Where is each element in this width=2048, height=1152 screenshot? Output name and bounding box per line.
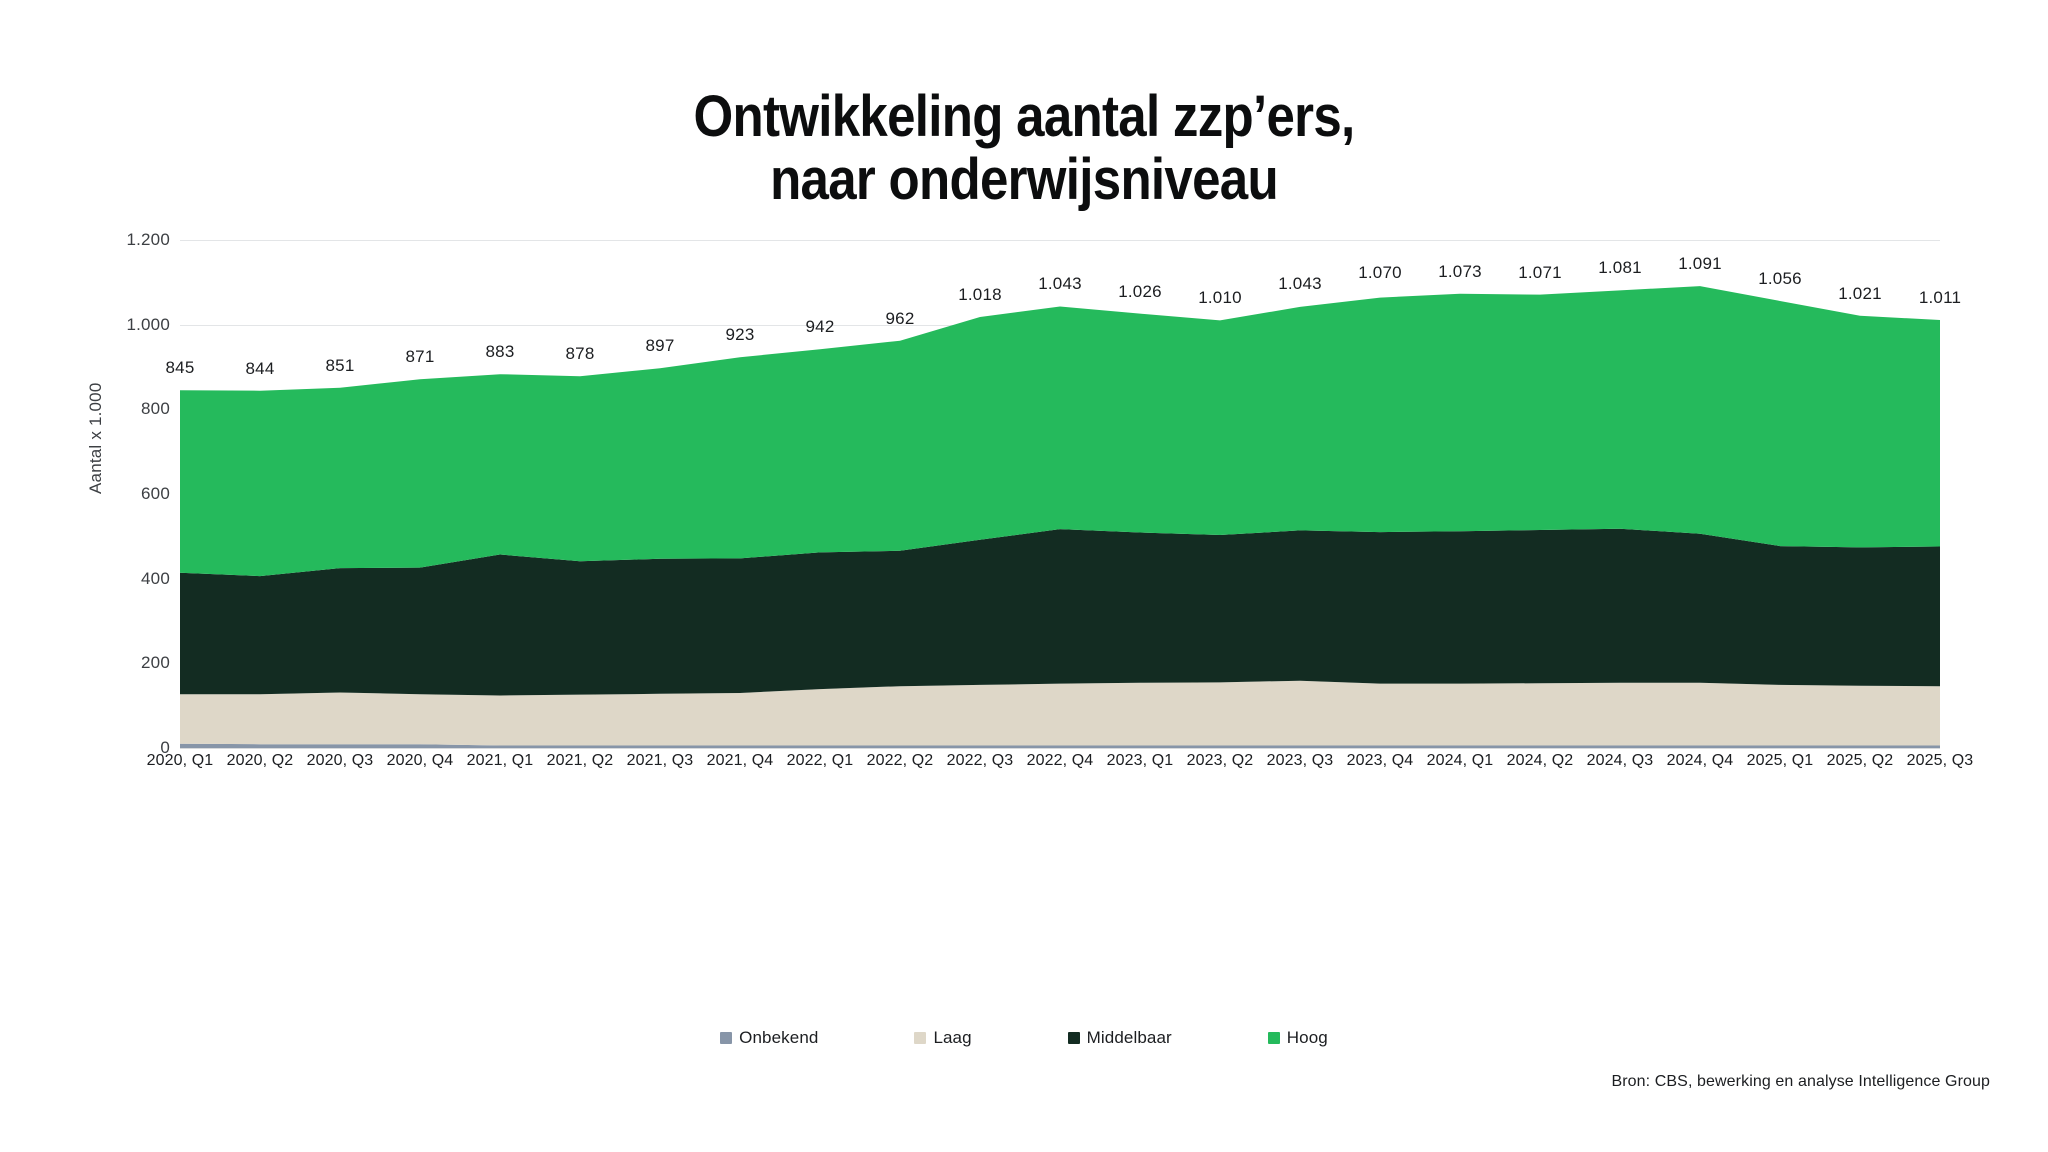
x-axis-tick: 2023, Q4 bbox=[1346, 752, 1414, 769]
legend-item-onbekend[interactable]: Onbekend bbox=[720, 1028, 818, 1048]
page-title: Ontwikkeling aantal zzp’ers, naar onderw… bbox=[123, 84, 1925, 212]
x-axis-tick: 2024, Q4 bbox=[1666, 752, 1734, 769]
x-axis-tick: 2022, Q4 bbox=[1026, 752, 1094, 769]
x-axis-tick: 2020, Q2 bbox=[226, 752, 294, 769]
legend-swatch-icon bbox=[720, 1032, 733, 1044]
x-axis-tick: 2024, Q1 bbox=[1426, 752, 1494, 769]
x-axis-tick: 2021, Q3 bbox=[626, 752, 694, 769]
y-axis-tick: 600 bbox=[141, 484, 170, 503]
x-axis-tick: 2025, Q2 bbox=[1826, 752, 1894, 769]
legend-swatch-icon bbox=[1067, 1032, 1080, 1044]
x-axis-tick: 2023, Q1 bbox=[1106, 752, 1174, 769]
area-series-onbekend bbox=[180, 743, 1940, 748]
x-axis-tick: 2023, Q3 bbox=[1266, 752, 1334, 769]
legend-item-laag[interactable]: Laag bbox=[914, 1028, 972, 1048]
y-axis-tick: 1.000 bbox=[126, 314, 170, 334]
gridline bbox=[180, 748, 1940, 749]
legend-swatch-icon bbox=[1267, 1032, 1280, 1044]
source-note: Bron: CBS, bewerking en analyse Intellig… bbox=[1611, 1073, 1990, 1090]
legend-swatch-icon bbox=[914, 1032, 927, 1044]
x-axis-tick: 2021, Q1 bbox=[466, 752, 534, 769]
x-axis-tick: 2022, Q1 bbox=[786, 752, 854, 769]
chart-legend: Onbekend Laag Middelbaar Hoog bbox=[0, 1028, 2048, 1048]
legend-item-hoog[interactable]: Hoog bbox=[1267, 1028, 1328, 1048]
legend-label: Onbekend bbox=[739, 1028, 819, 1047]
x-axis-tick-labels: 2020, Q1 2020, Q2 2020, Q3 2020, Q4 2021, Q1… bbox=[147, 752, 1974, 792]
x-axis-tick: 2022, Q2 bbox=[866, 752, 934, 769]
x-axis-tick: 2022, Q3 bbox=[946, 752, 1014, 769]
x-axis-tick: 2023, Q2 bbox=[1186, 752, 1254, 769]
title-line-1: Ontwikkeling aantal zzp’ers, bbox=[693, 84, 1355, 149]
area-series-laag bbox=[180, 680, 1940, 746]
y-axis-tick: 800 bbox=[141, 399, 170, 419]
legend-label: Middelbaar bbox=[1086, 1028, 1172, 1047]
stacked-area-chart bbox=[180, 286, 1940, 748]
y-axis-tick: 0 bbox=[160, 738, 170, 757]
area-series-middelbaar bbox=[180, 528, 1940, 696]
x-axis-tick: 2021, Q2 bbox=[546, 752, 614, 769]
x-axis-tick: 2025, Q3 bbox=[1906, 752, 1974, 769]
area-series-hoog bbox=[180, 286, 1940, 577]
x-axis-tick: 2021, Q4 bbox=[706, 752, 774, 769]
x-axis-tick: 2020, Q4 bbox=[386, 752, 454, 769]
y-axis-tick-labels: 1.200 1.000 800 600 400 200 0 bbox=[90, 230, 170, 757]
x-axis-tick: 2025, Q1 bbox=[1746, 752, 1814, 769]
y-axis-tick: 200 bbox=[141, 653, 170, 673]
legend-item-middelbaar[interactable]: Middelbaar bbox=[1067, 1028, 1172, 1048]
x-axis-tick: 2020, Q1 bbox=[146, 752, 214, 769]
chart-plot-area bbox=[180, 240, 1940, 749]
x-axis-tick: 2024, Q3 bbox=[1586, 752, 1654, 769]
x-axis-tick: 2020, Q3 bbox=[306, 752, 374, 769]
gridline bbox=[180, 240, 1940, 241]
x-axis-tick: 2024, Q2 bbox=[1506, 752, 1574, 769]
legend-label: Laag bbox=[933, 1028, 972, 1047]
y-axis-title: Aantal x 1.000 bbox=[86, 382, 105, 495]
title-line-2: naar onderwijsniveau bbox=[770, 146, 1279, 212]
legend-label: Hoog bbox=[1286, 1028, 1328, 1047]
y-axis-tick: 400 bbox=[141, 568, 170, 588]
y-axis-tick: 1.200 bbox=[126, 230, 170, 249]
